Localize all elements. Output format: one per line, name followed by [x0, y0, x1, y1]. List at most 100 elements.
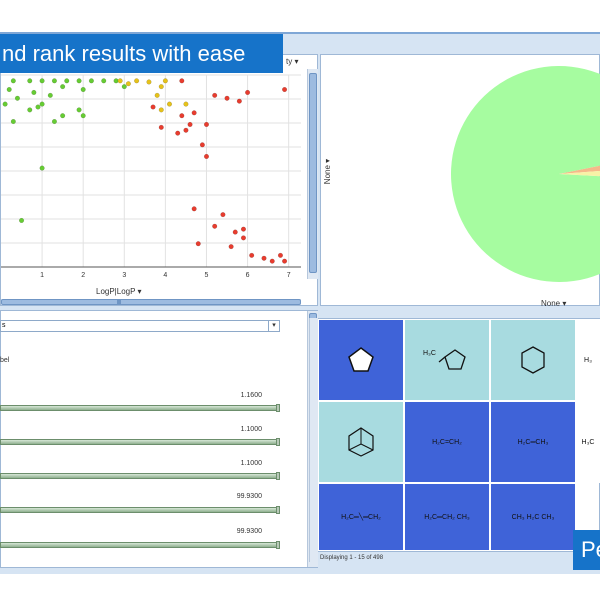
- scatter-point[interactable]: [51, 78, 57, 84]
- chevron-down-icon[interactable]: ▾: [294, 57, 299, 66]
- scatter-point[interactable]: [261, 255, 267, 261]
- scatter-point[interactable]: [14, 95, 20, 101]
- molecule-cell[interactable]: H₂C═╲═CH₂: [318, 483, 404, 551]
- scatter-point[interactable]: [282, 258, 288, 264]
- scatter-point[interactable]: [60, 113, 66, 119]
- molecule-cell[interactable]: H₂C=CH₂: [404, 401, 490, 483]
- scatter-point[interactable]: [249, 252, 255, 258]
- properties-dropdown[interactable]: s ▾: [0, 320, 280, 332]
- molecule-cell[interactable]: H₃: [576, 319, 600, 401]
- molecule-cell[interactable]: H₃C: [576, 401, 600, 483]
- molecule-cell[interactable]: H₃C: [404, 319, 490, 401]
- scatter-point[interactable]: [245, 89, 251, 96]
- grid-vertical-scrollbar[interactable]: [309, 318, 318, 562]
- pie-chart-pane[interactable]: None ▾ None ▾: [320, 54, 600, 308]
- scatter-point[interactable]: [6, 86, 12, 93]
- scatter-point[interactable]: [2, 101, 8, 107]
- scatter-point[interactable]: [224, 95, 230, 101]
- scatter-point[interactable]: [179, 78, 185, 84]
- property-slider-4[interactable]: [0, 506, 280, 514]
- pie-y-label[interactable]: None ▾: [323, 159, 332, 184]
- scatter-point[interactable]: [191, 206, 197, 212]
- scatter-point[interactable]: [134, 78, 140, 84]
- scatter-scroll-thumb[interactable]: [309, 73, 317, 273]
- scatter-point[interactable]: [27, 78, 33, 84]
- scatter-point[interactable]: [232, 229, 238, 235]
- pane-splitter[interactable]: [0, 306, 600, 308]
- scatter-point[interactable]: [166, 101, 173, 107]
- pie-slice[interactable]: [451, 66, 600, 282]
- molecule-cell[interactable]: [318, 401, 404, 483]
- molecule-cell[interactable]: [318, 319, 404, 401]
- scatter-point[interactable]: [183, 101, 189, 107]
- scatter-point[interactable]: [101, 78, 107, 84]
- molecule-cell[interactable]: [490, 319, 576, 401]
- slider-handle[interactable]: [276, 506, 280, 514]
- scatter-plot[interactable]: 1 2 3 4 5 6 7: [1, 55, 301, 307]
- slider-handle[interactable]: [276, 472, 280, 480]
- scatter-point[interactable]: [212, 92, 218, 98]
- pie-slice[interactable]: [559, 166, 600, 180]
- scatter-point[interactable]: [158, 124, 164, 130]
- property-slider-3[interactable]: [0, 472, 280, 480]
- scatter-point[interactable]: [277, 252, 284, 258]
- scatter-point[interactable]: [39, 165, 45, 171]
- scatter-point[interactable]: [35, 104, 41, 110]
- scatter-point[interactable]: [195, 241, 201, 247]
- chevron-down-icon[interactable]: ▾: [323, 158, 333, 163]
- scatter-point[interactable]: [228, 244, 234, 250]
- property-slider-2[interactable]: [0, 438, 280, 446]
- chevron-down-icon[interactable]: ▾: [268, 321, 279, 331]
- scatter-point[interactable]: [199, 142, 205, 148]
- property-slider-5[interactable]: [0, 541, 280, 549]
- slider-handle[interactable]: [276, 541, 280, 549]
- scatter-point[interactable]: [47, 92, 53, 98]
- scatter-point[interactable]: [117, 78, 123, 84]
- slider-handle[interactable]: [276, 404, 280, 412]
- scatter-point[interactable]: [64, 78, 70, 84]
- scatter-hscroll-thumb[interactable]: [1, 299, 301, 305]
- scatter-point[interactable]: [10, 118, 16, 125]
- scatter-point[interactable]: [39, 78, 45, 84]
- scatter-point[interactable]: [60, 84, 66, 90]
- scatter-point[interactable]: [146, 79, 152, 85]
- scatter-point[interactable]: [158, 84, 164, 90]
- scatter-point[interactable]: [236, 98, 242, 104]
- scatter-point[interactable]: [179, 113, 185, 119]
- scatter-point[interactable]: [220, 212, 226, 218]
- scatter-point[interactable]: [240, 226, 247, 232]
- chevron-down-icon[interactable]: ▾: [562, 299, 567, 308]
- scatter-point[interactable]: [31, 89, 37, 96]
- scatter-plot-pane[interactable]: 1 2 3 4 5 6 7 ty ▾ LogP|LogP ▾: [0, 54, 318, 306]
- scatter-point[interactable]: [203, 153, 210, 160]
- scatter-point[interactable]: [10, 78, 16, 84]
- scatter-point[interactable]: [191, 110, 197, 116]
- scatter-point[interactable]: [154, 92, 160, 98]
- scatter-point[interactable]: [76, 107, 82, 113]
- scatter-point[interactable]: [269, 258, 275, 264]
- scatter-point[interactable]: [240, 235, 247, 241]
- scatter-point[interactable]: [80, 86, 86, 93]
- scatter-point[interactable]: [212, 223, 218, 229]
- scatter-point[interactable]: [187, 121, 193, 128]
- scatter-point[interactable]: [51, 118, 57, 125]
- pie-chart[interactable]: [321, 55, 600, 307]
- scatter-point[interactable]: [76, 78, 82, 84]
- molecule-cell[interactable]: CH₃ H₂C CH₃: [490, 483, 576, 551]
- scatter-vertical-scrollbar[interactable]: [307, 69, 318, 279]
- scatter-point[interactable]: [175, 130, 181, 136]
- molecule-cell[interactable]: H₂C═CH₂ CH₃: [404, 483, 490, 551]
- scatter-point[interactable]: [80, 113, 86, 119]
- x-axis-label[interactable]: LogP|LogP ▾: [96, 287, 142, 296]
- slider-handle[interactable]: [276, 438, 280, 446]
- scatter-point[interactable]: [282, 86, 288, 93]
- scatter-point[interactable]: [121, 84, 127, 90]
- molecule-cell[interactable]: H₂C═CH₃: [490, 401, 576, 483]
- scatter-point[interactable]: [18, 217, 25, 224]
- scatter-point[interactable]: [88, 78, 94, 84]
- scatter-horizontal-scrollbar[interactable]: [1, 299, 301, 305]
- pie-x-label[interactable]: None ▾: [541, 299, 566, 308]
- scroll-grip-icon[interactable]: [117, 299, 121, 305]
- color-by-label[interactable]: ty ▾: [286, 57, 298, 66]
- scatter-point[interactable]: [150, 104, 156, 110]
